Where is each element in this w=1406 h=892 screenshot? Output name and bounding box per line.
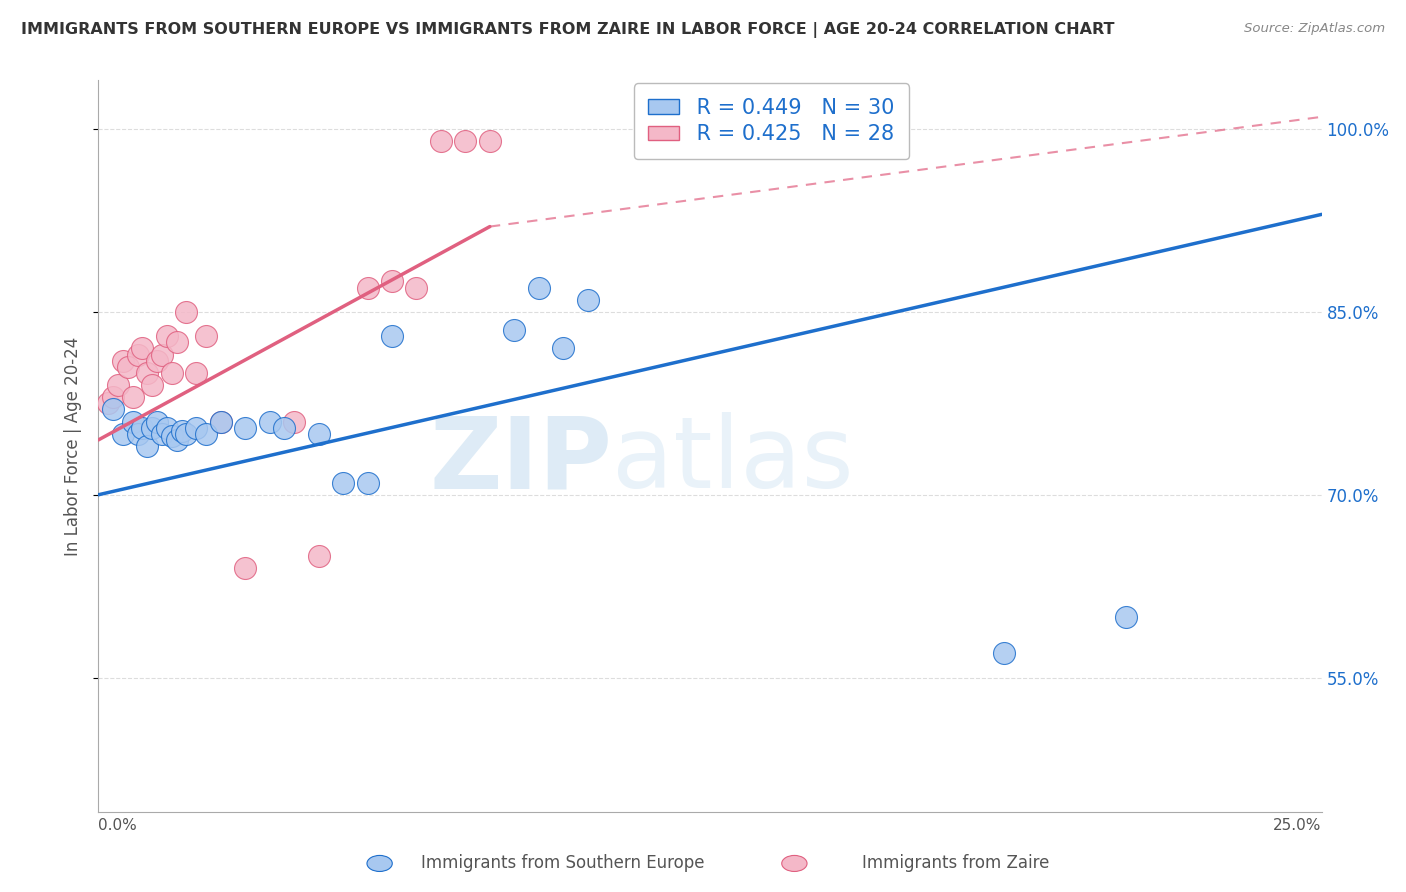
Text: Source: ZipAtlas.com: Source: ZipAtlas.com [1244, 22, 1385, 36]
Point [381, 275, 404, 289]
Text: Immigrants from Southern Europe: Immigrants from Southern Europe [420, 855, 704, 872]
Legend:  R = 0.449   N = 30,  R = 0.425   N = 28: R = 0.449 N = 30, R = 0.425 N = 28 [634, 83, 908, 159]
Point [233, 421, 256, 435]
Point [131, 421, 153, 435]
Point [141, 378, 163, 392]
Point [993, 646, 1015, 660]
Point [121, 390, 143, 404]
Point [150, 348, 173, 362]
Point [186, 366, 208, 380]
Point [430, 134, 453, 148]
Point [166, 433, 188, 447]
Point [170, 425, 193, 439]
Point [117, 359, 139, 374]
Point [136, 439, 159, 453]
Point [503, 323, 526, 337]
Point [101, 390, 124, 404]
Point [111, 426, 134, 441]
Point [553, 342, 575, 356]
Point [209, 415, 232, 429]
Point [478, 134, 501, 148]
Point [332, 475, 354, 490]
Point [97, 396, 120, 410]
Point [156, 329, 179, 343]
Point [101, 402, 124, 417]
Point [136, 366, 159, 380]
Point [356, 280, 378, 294]
Text: 25.0%: 25.0% [1274, 818, 1322, 833]
Point [283, 415, 305, 429]
Point [166, 335, 188, 350]
Point [454, 134, 477, 148]
Text: Immigrants from Zaire: Immigrants from Zaire [862, 855, 1050, 872]
Point [160, 429, 183, 443]
Point [233, 561, 256, 575]
Point [131, 342, 153, 356]
Point [156, 421, 179, 435]
Point [195, 329, 218, 343]
Point [527, 280, 550, 294]
Point [150, 426, 173, 441]
Point [273, 421, 295, 435]
Point [111, 353, 134, 368]
Point [176, 305, 198, 319]
Point [186, 421, 208, 435]
Point [141, 421, 163, 435]
Point [121, 415, 143, 429]
Point [127, 348, 149, 362]
Point [127, 426, 149, 441]
Point [259, 415, 281, 429]
Text: ZIP: ZIP [429, 412, 612, 509]
Point [381, 329, 404, 343]
Text: IMMIGRANTS FROM SOUTHERN EUROPE VS IMMIGRANTS FROM ZAIRE IN LABOR FORCE | AGE 20: IMMIGRANTS FROM SOUTHERN EUROPE VS IMMIG… [21, 22, 1115, 38]
Point [107, 378, 129, 392]
Point [176, 426, 198, 441]
Point [405, 280, 427, 294]
Point [195, 426, 218, 441]
Point [308, 549, 330, 563]
Text: atlas: atlas [612, 412, 853, 509]
Point [160, 366, 183, 380]
Point [1115, 609, 1137, 624]
Text: 0.0%: 0.0% [98, 818, 138, 833]
Point [146, 415, 169, 429]
Point [146, 353, 169, 368]
Point [576, 293, 599, 307]
Point [209, 415, 232, 429]
Y-axis label: In Labor Force | Age 20-24: In Labor Force | Age 20-24 [65, 336, 83, 556]
Point [356, 475, 378, 490]
Point [308, 426, 330, 441]
